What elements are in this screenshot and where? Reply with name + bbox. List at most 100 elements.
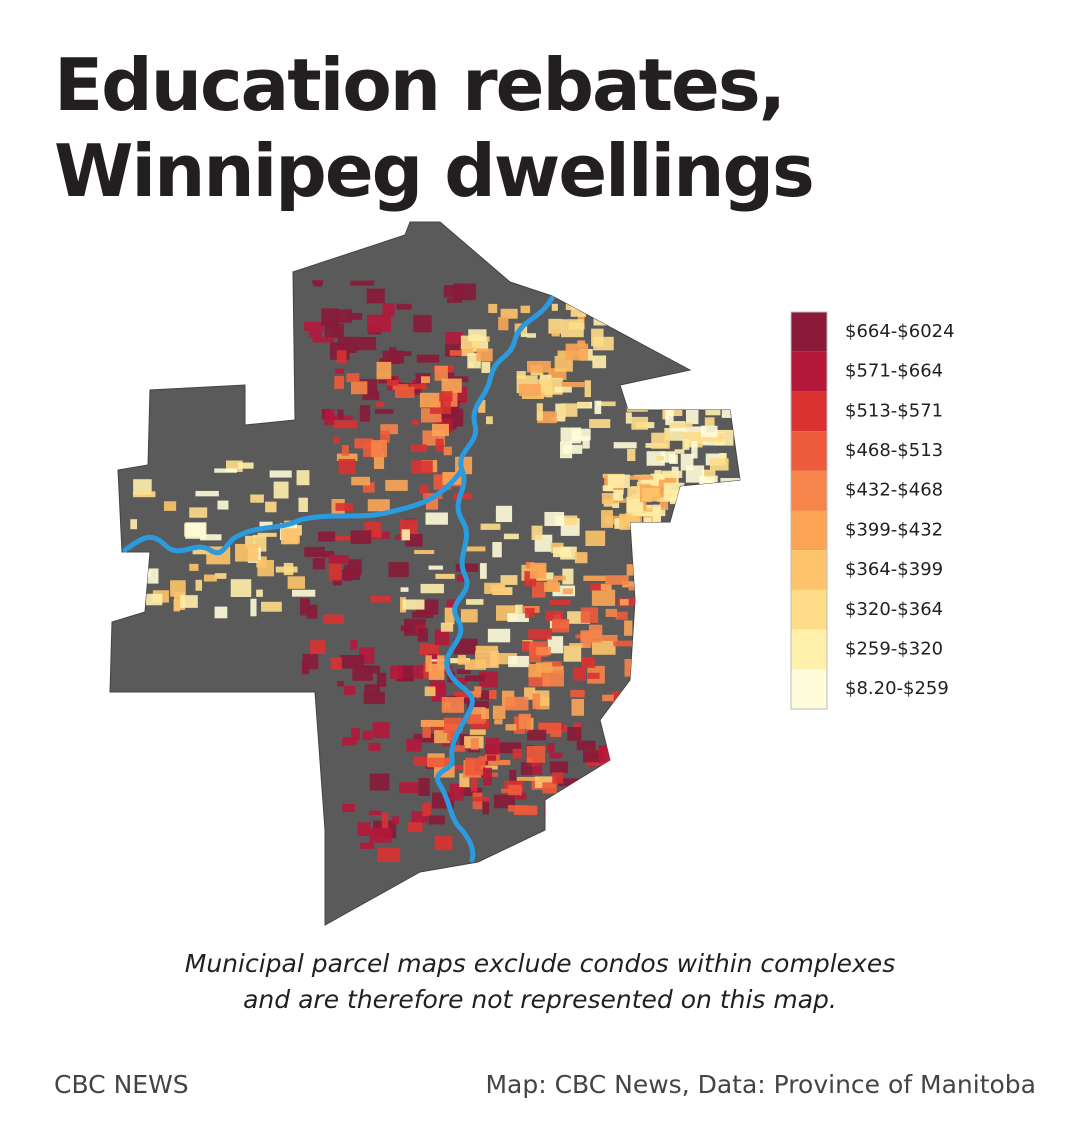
parcel (459, 773, 470, 788)
parcel (324, 409, 335, 425)
parcel (418, 778, 430, 796)
parcel (280, 528, 299, 545)
parcel (583, 750, 603, 763)
legend-label: $8.20-$259 (845, 678, 949, 699)
parcel (367, 499, 390, 512)
parcel (469, 691, 481, 698)
parcel (500, 308, 518, 319)
parcel (642, 508, 659, 513)
parcel (488, 303, 498, 314)
parcel (371, 440, 388, 458)
legend-label: $664-$6024 (845, 321, 955, 342)
parcel (173, 599, 181, 612)
parcel (526, 333, 536, 338)
parcel (330, 657, 342, 671)
parcel (461, 347, 475, 357)
parcel (338, 458, 356, 475)
parcel (340, 654, 364, 669)
parcel (629, 475, 654, 480)
parcel (310, 640, 326, 655)
parcel (507, 784, 522, 796)
parcel (654, 470, 662, 476)
parcel (549, 600, 571, 606)
parcel (551, 303, 558, 311)
parcel (590, 788, 609, 806)
legend-swatch (791, 629, 827, 670)
parcel (257, 532, 277, 537)
parcel (350, 639, 358, 650)
parcel (451, 745, 466, 752)
parcel (602, 485, 614, 492)
parcel (380, 430, 390, 443)
parcel (355, 336, 377, 351)
parcel (553, 547, 572, 558)
parcel (453, 638, 478, 655)
parcel (656, 455, 665, 461)
parcel (257, 559, 274, 577)
parcel (580, 607, 599, 623)
parcel (195, 490, 219, 497)
parcel (428, 565, 443, 570)
parcel (420, 376, 431, 384)
parcel (522, 641, 530, 652)
parcel (619, 513, 628, 522)
parcel (411, 460, 433, 475)
parcel (185, 522, 207, 539)
parcel (147, 568, 159, 584)
parcel (558, 778, 579, 787)
parcel (351, 728, 361, 741)
parcel (481, 361, 491, 374)
parcel (561, 403, 578, 417)
parcel (434, 365, 448, 381)
parcel (685, 407, 699, 425)
parcel (446, 369, 455, 381)
parcel (133, 479, 152, 495)
parcel (342, 737, 357, 746)
parcel (447, 731, 457, 742)
parcel (362, 730, 373, 741)
parcel (478, 399, 486, 413)
parcel (420, 583, 444, 594)
parcel (487, 628, 511, 643)
parcel (565, 343, 589, 361)
parcel (444, 607, 455, 625)
parcel (597, 401, 616, 407)
legend-label: $432-$468 (845, 480, 943, 501)
parcel (571, 436, 586, 442)
parcel (563, 645, 582, 662)
parcel (331, 323, 344, 338)
parcel (489, 690, 497, 700)
parcel (323, 614, 344, 624)
parcel (350, 530, 372, 544)
parcel (584, 380, 591, 398)
parcel (275, 566, 298, 573)
parcel (342, 803, 355, 813)
parcel (420, 484, 429, 495)
parcel (591, 589, 616, 606)
parcel (577, 786, 595, 799)
parcel (535, 662, 553, 673)
parcel (287, 576, 306, 589)
parcel (518, 384, 541, 396)
parcel (619, 599, 629, 606)
legend-swatch (791, 589, 827, 630)
parcel (493, 794, 516, 809)
parcel (598, 745, 615, 764)
parcel (411, 420, 419, 425)
parcel (615, 611, 628, 620)
parcel (613, 498, 627, 503)
parcel (583, 575, 606, 581)
credit: Map: CBC News, Data: Province of Manitob… (485, 1070, 1036, 1099)
parcel (587, 672, 600, 679)
parcel (551, 618, 570, 633)
parcel (214, 468, 237, 473)
parcel (475, 650, 499, 668)
parcel (528, 663, 542, 678)
parcel (590, 583, 608, 591)
parcel (308, 331, 323, 338)
parcel (669, 422, 693, 428)
parcel (370, 595, 392, 603)
parcel (486, 755, 497, 761)
parcel (554, 386, 572, 393)
